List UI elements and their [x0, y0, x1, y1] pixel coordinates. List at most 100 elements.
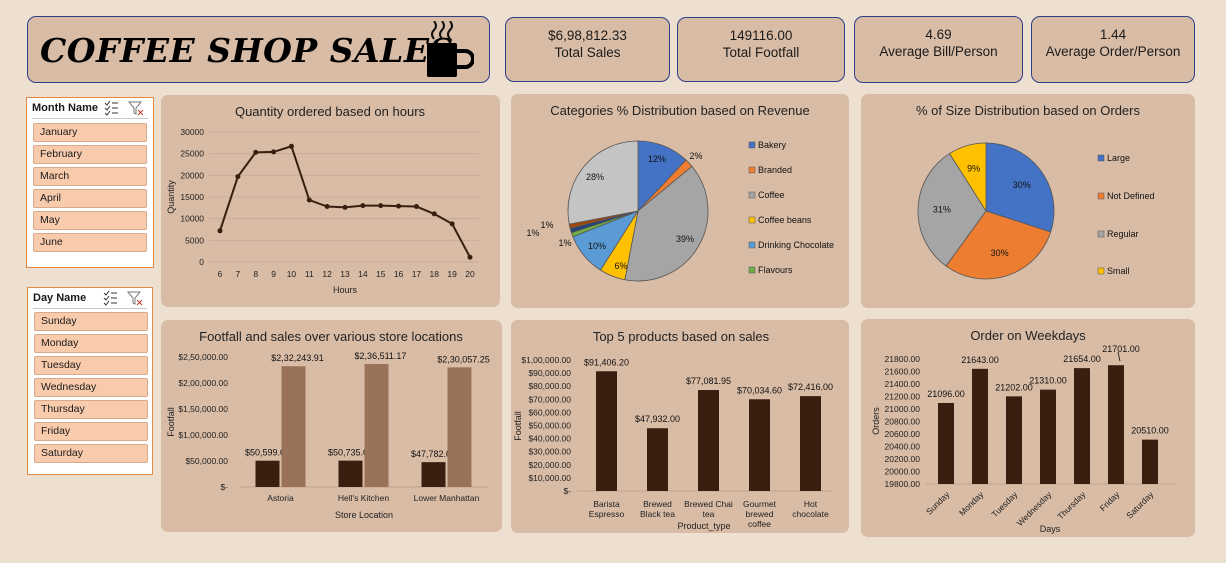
legend-swatch: [748, 266, 756, 274]
x-tick-label: 6: [218, 269, 223, 279]
products-bar-chart: Top 5 products based on sales $- $10,000.0…: [513, 329, 833, 531]
legend-swatch: [748, 141, 756, 149]
data-point: [431, 211, 437, 217]
pie-slice: [624, 165, 709, 282]
y-tick-label: 20800.00: [885, 417, 921, 427]
slice-label: 39%: [676, 234, 694, 244]
slicer-item-thursday[interactable]: Thursday: [34, 400, 148, 419]
legend-swatch: [1097, 154, 1105, 162]
bar: [1040, 389, 1056, 484]
slicer-item-june[interactable]: June: [33, 233, 147, 252]
slicer-item-sunday[interactable]: Sunday: [34, 312, 148, 331]
data-label: 20510.00: [1131, 426, 1169, 436]
slicer-header: Month Name: [32, 102, 98, 114]
slice-label: 1%: [526, 228, 539, 238]
legend-label: Large: [1107, 153, 1130, 163]
y-tick-label: 10000: [180, 214, 204, 224]
x-tick-label: Black tea: [640, 509, 675, 519]
y-axis-label: Footfall: [166, 407, 176, 437]
y-tick-label: 20000.00: [885, 467, 921, 477]
legend-swatch: [1097, 230, 1105, 238]
slicer-header: Day Name: [33, 292, 87, 304]
clear-filter-icon[interactable]: [127, 101, 144, 116]
data-label: $91,406.20: [584, 357, 629, 367]
x-tick-label: Sunday: [924, 489, 952, 517]
x-tick-label: 17: [412, 269, 422, 279]
kpi-value: 149116.00: [729, 28, 793, 43]
y-tick-label: 20200.00: [885, 454, 921, 464]
slice-label: 2%: [689, 151, 702, 161]
x-tick-label: Hell's Kitchen: [338, 493, 390, 503]
data-label: $47,932.00: [635, 414, 680, 424]
y-tick-label: $10,000.00: [528, 473, 571, 483]
slice-label: 31%: [933, 205, 951, 215]
x-tick-label: Barista: [593, 499, 620, 509]
slicer-item-may[interactable]: May: [33, 211, 147, 230]
slicer-item-february[interactable]: February: [33, 145, 147, 164]
slicer-item-april[interactable]: April: [33, 189, 147, 208]
multi-select-icon[interactable]: [104, 100, 118, 116]
legend-label: Small: [1107, 266, 1130, 276]
slicer-item-wednesday[interactable]: Wednesday: [34, 378, 148, 397]
y-tick-label: 21800.00: [885, 354, 921, 364]
data-point: [217, 228, 223, 234]
bar: [1006, 396, 1022, 484]
y-axis-label: Quantity: [166, 180, 176, 214]
legend-label: Coffee beans: [758, 215, 812, 225]
slicer-item-tuesday[interactable]: Tuesday: [34, 356, 148, 375]
slicer-item-monday[interactable]: Monday: [34, 334, 148, 353]
bar: [255, 460, 280, 487]
slicer-item-friday[interactable]: Friday: [34, 422, 148, 441]
data-label: 21310.00: [1029, 376, 1067, 386]
footfall-bar-chart: Footfall and sales over various store lo…: [166, 329, 490, 520]
slice-label: 12%: [648, 154, 666, 164]
multi-select-icon[interactable]: [103, 290, 117, 306]
bar: [1074, 368, 1090, 484]
y-tick-label: $30,000.00: [528, 447, 571, 457]
y-tick-label: 20400.00: [885, 442, 921, 452]
bar: [800, 396, 821, 491]
weekdays-bar-chart: Order on Weekdays 19800.00 20000.00 20200.0…: [871, 328, 1176, 534]
slice-label: 30%: [991, 248, 1009, 258]
y-tick-label: 21200.00: [885, 392, 921, 402]
y-tick-label: 21600.00: [885, 367, 921, 377]
title-banner: COFFEE SHOP SALES: [27, 16, 490, 83]
data-label: $72,416.00: [788, 382, 833, 392]
legend-swatch: [1097, 267, 1105, 275]
legend-label: Drinking Chocolate: [758, 240, 834, 250]
data-label: 21096.00: [927, 389, 965, 399]
bar: [647, 428, 668, 491]
x-axis-label: Hours: [333, 285, 358, 295]
products-chart-panel: Top 5 products based on sales $- $10,000.0…: [511, 320, 849, 533]
legend-swatch: [748, 166, 756, 174]
x-tick-label: 12: [322, 269, 332, 279]
data-label: 21202.00: [995, 382, 1033, 392]
y-tick-label: $70,000.00: [528, 394, 571, 404]
slicer-item-saturday[interactable]: Saturday: [34, 444, 148, 463]
data-point: [360, 203, 366, 209]
chart-title: Order on Weekdays: [970, 328, 1086, 343]
clear-filter-icon[interactable]: [126, 291, 143, 306]
y-tick-label: $1,00,000.00: [178, 430, 228, 440]
y-tick-label: 20600.00: [885, 429, 921, 439]
day-slicer: Day Name Sunday Monday Tuesday Wednesday…: [27, 287, 153, 475]
data-label: $47,782.00: [411, 449, 456, 459]
x-tick-label: 15: [376, 269, 386, 279]
slicer-item-january[interactable]: January: [33, 123, 147, 142]
legend-label: Regular: [1107, 229, 1139, 239]
slicer-divider: [33, 308, 147, 309]
pie-slice: [567, 140, 639, 225]
x-tick-label: Espresso: [589, 509, 625, 519]
slicer-item-march[interactable]: March: [33, 167, 147, 186]
y-tick-label: $1,50,000.00: [178, 404, 228, 414]
x-tick-label: Thursday: [1055, 489, 1088, 522]
kpi-label: Total Footfall: [722, 45, 800, 60]
kpi-average-bill: 4.69 Average Bill/Person: [854, 16, 1023, 83]
kpi-total-sales: $6,98,812.33 Total Sales: [505, 17, 670, 82]
data-point: [413, 204, 419, 210]
legend-label: Flavours: [758, 265, 793, 275]
slice-label: 1%: [540, 220, 553, 230]
data-point: [449, 221, 455, 227]
y-tick-label: $80,000.00: [528, 381, 571, 391]
data-point: [235, 174, 241, 180]
